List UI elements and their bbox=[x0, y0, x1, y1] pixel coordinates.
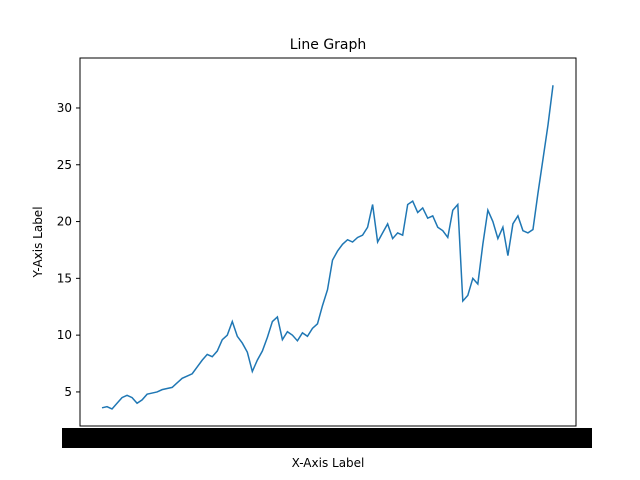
line-series bbox=[101, 85, 554, 410]
y-tick-label: 20 bbox=[57, 215, 72, 229]
y-tick-label: 10 bbox=[57, 328, 72, 342]
x-tick-label-smear bbox=[62, 428, 592, 448]
plot-frame bbox=[79, 57, 577, 427]
y-axis-label: Y-Axis Label bbox=[31, 206, 45, 278]
y-tick-label: 15 bbox=[57, 271, 72, 285]
y-tick-label: 5 bbox=[64, 385, 72, 399]
y-tick-label: 30 bbox=[57, 101, 72, 115]
chart-title: Line Graph bbox=[290, 37, 367, 53]
y-tick-label: 25 bbox=[57, 158, 72, 172]
x-axis-label: X-Axis Label bbox=[292, 456, 365, 470]
